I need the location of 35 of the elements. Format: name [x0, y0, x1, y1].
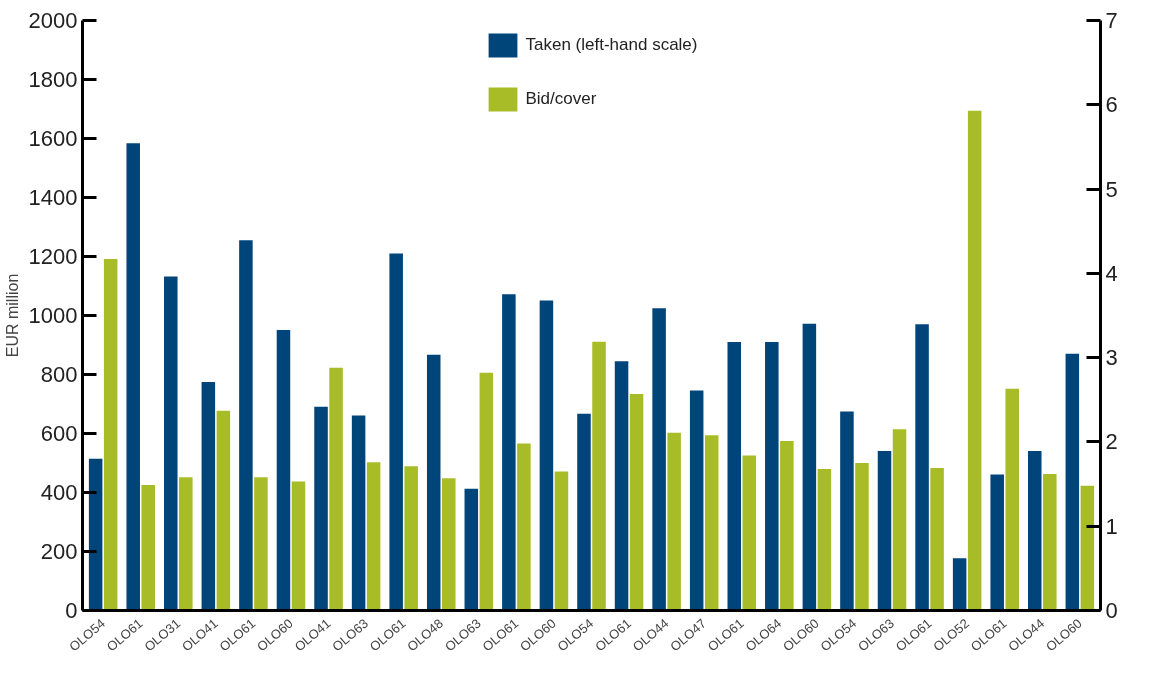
y-tick-label: 200 [40, 539, 78, 564]
bar [915, 324, 929, 611]
y-tick-label: 2000 [28, 8, 78, 33]
y-tick-label: 1400 [28, 185, 78, 210]
bar [164, 276, 178, 611]
bar [539, 300, 554, 611]
y2-tick-label: 6 [1105, 92, 1118, 118]
bar [802, 323, 817, 611]
y-tick-label: 800 [40, 362, 78, 387]
y-tick-label: 1200 [28, 244, 78, 269]
bar [141, 484, 155, 611]
y2-tick-label: 1 [1105, 513, 1118, 539]
y-axis-title: EUR million [3, 273, 21, 358]
y2-tick-label: 5 [1105, 176, 1118, 202]
legend-label: Bid/cover [525, 89, 597, 109]
bar [126, 143, 140, 611]
y-tick-label: 1000 [28, 303, 78, 328]
y2-tick-label: 0 [1105, 598, 1118, 623]
y-tick-label: 1600 [28, 126, 78, 151]
y2-tick-label: 4 [1105, 260, 1118, 286]
bar [389, 253, 403, 611]
bar [952, 558, 967, 611]
y-tick-label: 1800 [28, 67, 78, 92]
y2-tick-label: 2 [1105, 429, 1118, 455]
y2-tick-label: 3 [1105, 345, 1118, 371]
y-tick-label: 600 [40, 421, 78, 446]
bar [103, 259, 118, 611]
legend-label: Taken (left-hand scale) [525, 35, 698, 55]
bar [1065, 353, 1080, 611]
bar [967, 110, 982, 611]
y-tick-label: 400 [40, 480, 78, 505]
bar [239, 240, 253, 611]
y2-tick-label: 7 [1105, 8, 1118, 33]
bar [276, 329, 291, 611]
y-tick-label: 0 [65, 598, 78, 623]
